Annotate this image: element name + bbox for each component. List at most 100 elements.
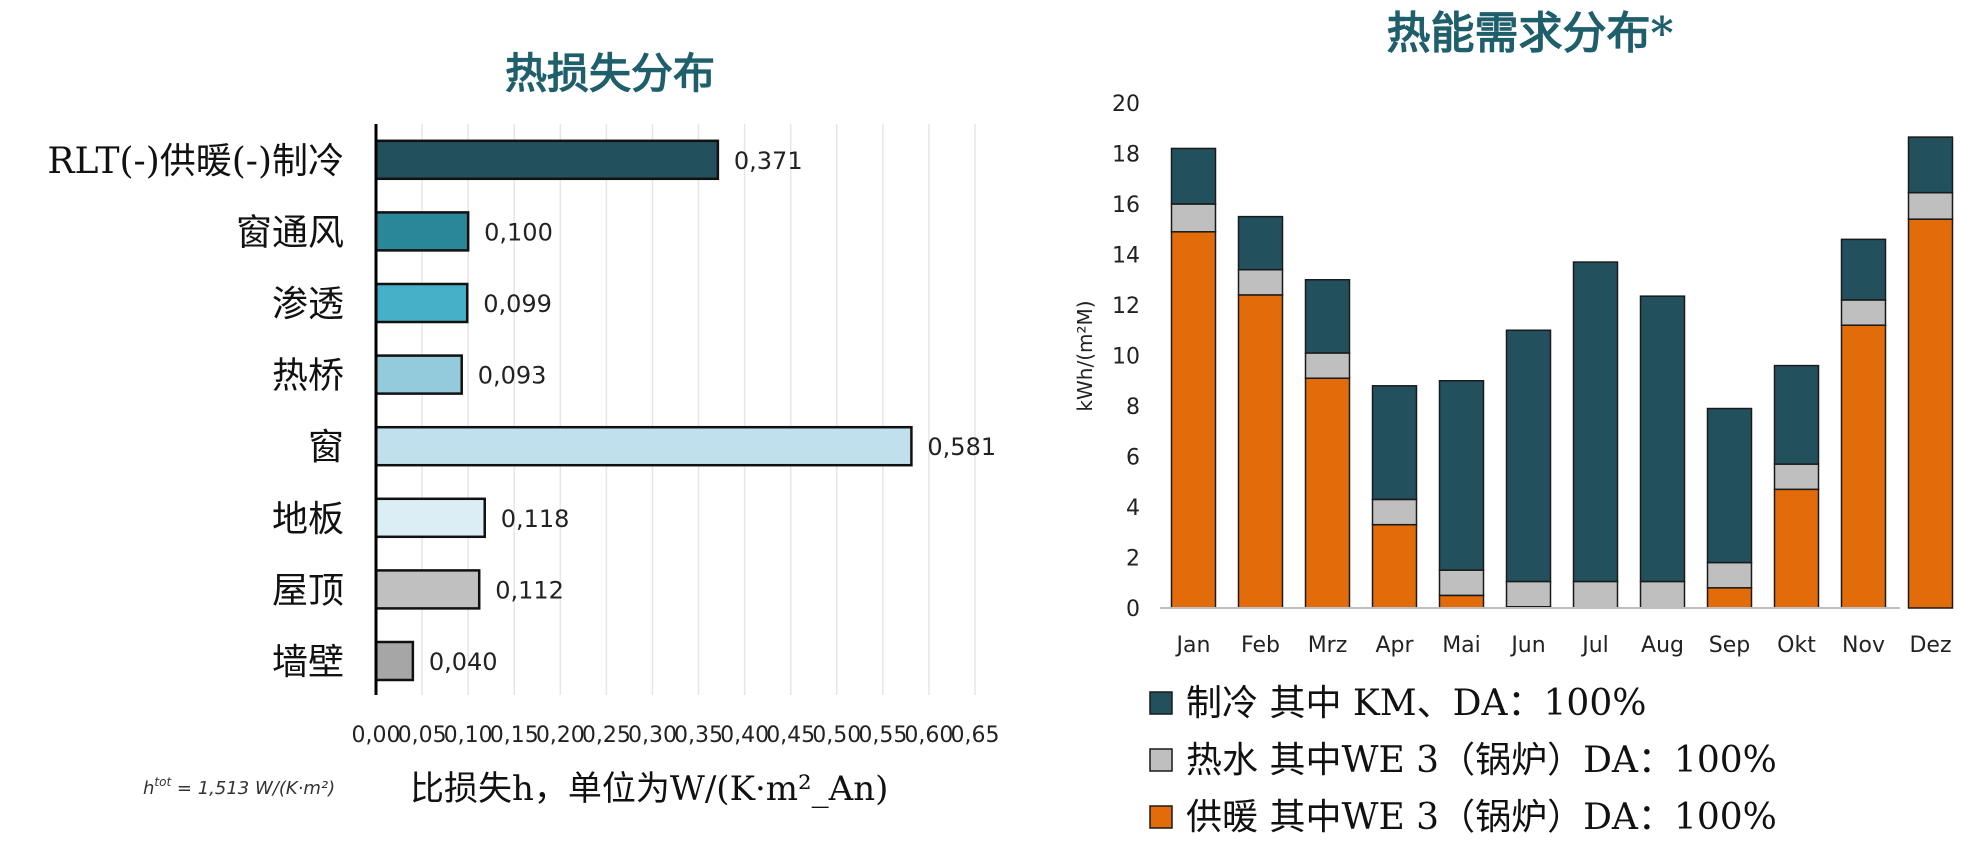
- heat-demand-bar-segment: [1773, 463, 1820, 491]
- heat-loss-value-label: 0,093: [478, 362, 547, 390]
- heat-demand-title: 热能需求分布*: [1386, 8, 1673, 59]
- heat-demand-x-tick: Mrz: [1308, 633, 1348, 658]
- heat-loss-x-tick: 0,00: [352, 723, 401, 748]
- heat-demand-bar-segment: [1773, 488, 1820, 609]
- legend-entry: 供暖 其中WE 3（锅炉）DA：100%: [1186, 797, 1777, 838]
- heat-demand-x-tick-labels: Jan Feb Mrz Apr Mai Jun Jul Aug Sep Okt Nov Dez: [1175, 633, 1952, 658]
- heat-demand-bar-segment: [1371, 385, 1418, 501]
- heat-demand-bar-segment: [1907, 136, 1954, 194]
- heat-demand-bar-segment: [1304, 377, 1351, 609]
- heat-loss-value-label: 0,581: [927, 433, 996, 461]
- heat-demand-bar-segment: [1840, 324, 1887, 609]
- heat-loss-x-tick: 0,40: [720, 723, 769, 748]
- heat-loss-category-label: 屋顶: [272, 570, 344, 611]
- heat-demand-bar-segment: [1170, 147, 1217, 205]
- heat-loss-bar: [374, 282, 469, 324]
- heat-demand-bar-segment: [1706, 561, 1753, 589]
- heat-loss-value-labels: 0,371 0,100 0,099 0,093 0,581 0,118 0,112 0,040: [429, 147, 996, 676]
- heat-demand-bar-segment: [1773, 364, 1820, 465]
- heat-demand-bar-segment: [1907, 191, 1954, 220]
- heat-demand-bar-segment: [1371, 498, 1418, 526]
- heat-loss-x-tick: 0,25: [582, 723, 631, 748]
- heat-loss-x-tick: 0,50: [812, 723, 861, 748]
- legend-swatch: [1149, 748, 1173, 772]
- heat-loss-bar: [374, 569, 481, 610]
- heat-loss-x-tick: 0,10: [444, 723, 493, 748]
- heat-loss-category-label: 窗: [308, 427, 344, 468]
- heat-demand-bar-segment: [1505, 580, 1552, 608]
- heat-loss-x-tick: 0,45: [766, 723, 815, 748]
- heat-demand-bar-segment: [1572, 261, 1619, 583]
- heat-demand-x-tick: Sep: [1709, 633, 1750, 658]
- heat-loss-value-label: 0,112: [495, 576, 564, 604]
- heat-loss-x-tick: 0,30: [628, 723, 677, 748]
- heat-demand-bar-segment: [1505, 329, 1552, 583]
- heat-demand-x-tick: Jun: [1509, 633, 1545, 658]
- heat-demand-bar-segment: [1304, 352, 1351, 379]
- heat-loss-bar: [374, 640, 415, 682]
- heat-loss-category-label: RLT(-)供暖(-)制冷: [47, 141, 344, 182]
- heat-loss-x-tick: 0,35: [674, 723, 723, 748]
- heat-demand-y-tick: 14: [1112, 244, 1140, 269]
- heat-demand-y-tick: 0: [1126, 597, 1140, 622]
- heat-loss-category-label: 地板: [272, 499, 344, 540]
- heat-loss-x-tick: 0,15: [490, 723, 539, 748]
- heat-demand-legend: 制冷 其中 KM、DA：100% 热水 其中WE 3（锅炉）DA：100% 供暖 其…: [1149, 683, 1777, 838]
- heat-demand-x-tick: Aug: [1641, 633, 1684, 658]
- heat-demand-bar-segment: [1840, 299, 1887, 326]
- heat-demand-bar-segment: [1438, 569, 1485, 597]
- heat-demand-bar-segment: [1706, 587, 1753, 609]
- heat-loss-total-note: htot = 1,513 W/(K·m²): [143, 775, 335, 799]
- heat-loss-x-axis-label: 比损失h，单位为W/(K·m²_An): [410, 769, 888, 809]
- heat-loss-x-tick: 0,60: [904, 723, 953, 748]
- heat-demand-bar-segment: [1639, 580, 1686, 609]
- heat-loss-bar: [374, 354, 463, 395]
- heat-loss-category-label: 热桥: [272, 356, 344, 397]
- heat-loss-x-tick: 0,65: [951, 723, 1000, 748]
- heat-demand-bar-segment: [1237, 294, 1284, 609]
- heat-loss-value-label: 0,100: [484, 218, 553, 246]
- heat-loss-value-label: 0,040: [429, 648, 498, 676]
- heat-demand-bar-segment: [1639, 295, 1686, 583]
- heat-demand-x-tick: Dez: [1909, 633, 1951, 658]
- legend-entry: 热水 其中WE 3（锅炉）DA：100%: [1186, 740, 1777, 781]
- heat-demand-y-tick: 8: [1126, 395, 1140, 420]
- heat-demand-bar-segment: [1237, 215, 1284, 271]
- heat-demand-bar-segment: [1438, 380, 1485, 571]
- legend-swatch: [1149, 691, 1173, 715]
- heat-loss-bars: [374, 139, 913, 682]
- heat-demand-x-tick: Feb: [1241, 633, 1280, 658]
- heat-demand-bar-segment: [1304, 279, 1351, 354]
- heat-demand-y-tick-labels: 0 2 4 6 8 10 12 14 16 18 20: [1112, 92, 1140, 622]
- total-note-superscript: tot: [154, 775, 172, 789]
- legend-swatch: [1149, 805, 1173, 829]
- heat-demand-y-tick: 6: [1126, 446, 1140, 471]
- legend-entry: 制冷 其中 KM、DA：100%: [1186, 683, 1646, 724]
- heat-demand-bar-segment: [1706, 407, 1753, 564]
- heat-demand-x-tick: Nov: [1842, 633, 1885, 658]
- heat-loss-bar: [374, 139, 720, 181]
- heat-demand-chart: 热能需求分布* 0 2 4 6 8 10 12 14 16 18 20 Jan Feb Mrz Apr Ma…: [1073, 8, 1954, 838]
- heat-loss-value-label: 0,099: [483, 290, 552, 318]
- heat-demand-bar-segment: [1170, 203, 1217, 233]
- heat-demand-x-tick: Mai: [1442, 633, 1481, 658]
- heat-loss-category-label: 窗通风: [236, 212, 344, 253]
- heat-loss-bar: [374, 211, 470, 252]
- heat-demand-y-tick: 20: [1112, 92, 1140, 117]
- heat-loss-x-tick-labels: 0,000,050,100,150,200,250,300,350,400,45…: [352, 723, 1000, 748]
- heat-demand-y-axis-label: kWh/(m²M): [1073, 300, 1097, 411]
- heat-demand-bar-segment: [1371, 523, 1418, 609]
- heat-demand-x-tick: Apr: [1375, 633, 1414, 658]
- heat-demand-bars: [1170, 136, 1954, 609]
- heat-demand-bar-segment: [1170, 231, 1217, 609]
- heat-demand-y-tick: 16: [1112, 193, 1140, 218]
- heat-demand-y-tick: 4: [1126, 496, 1140, 521]
- heat-loss-x-tick: 0,05: [398, 723, 447, 748]
- heat-demand-x-tick: Okt: [1777, 633, 1816, 658]
- heat-loss-title: 热损失分布: [505, 49, 715, 98]
- heat-demand-bar-segment: [1840, 238, 1887, 301]
- heat-loss-bar: [374, 497, 486, 539]
